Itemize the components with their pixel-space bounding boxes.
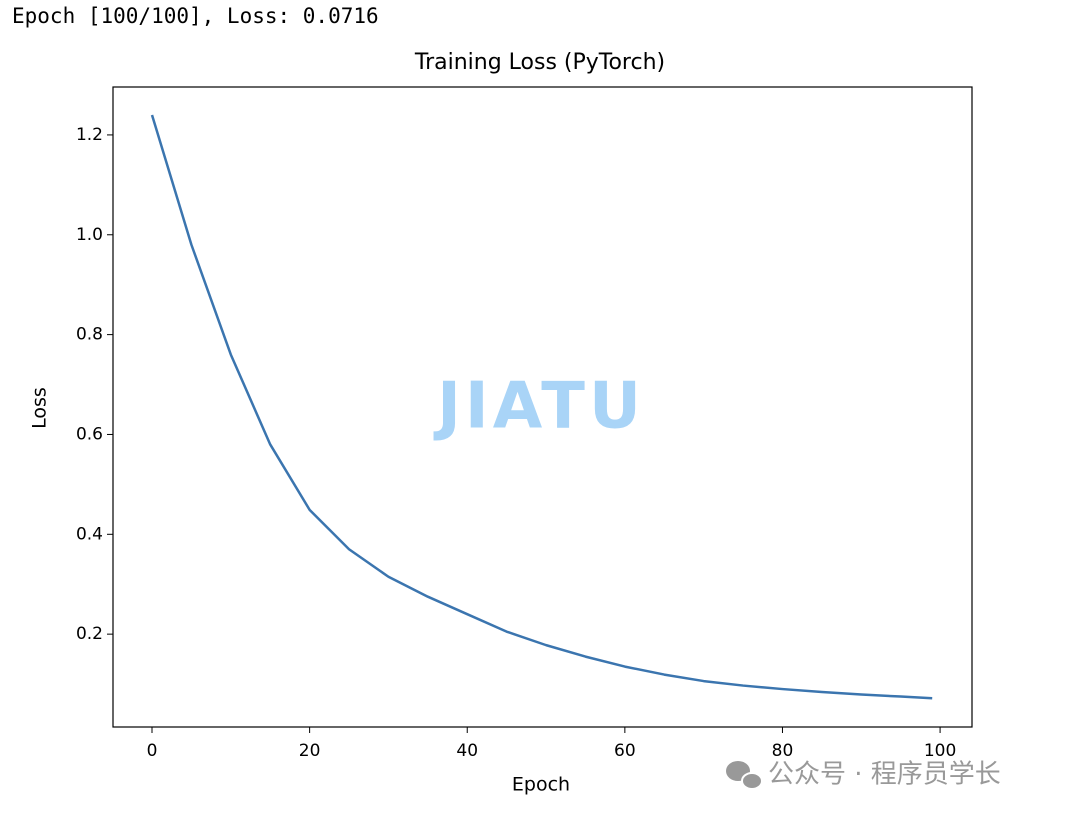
x-tick-label: 40	[456, 741, 478, 761]
x-tick-label: 100	[924, 741, 956, 761]
y-tick-label: 0.8	[76, 325, 103, 345]
x-tick-label: 20	[299, 741, 321, 761]
loss-line	[150, 114, 933, 700]
wechat-icon	[726, 761, 763, 790]
y-tick-label: 0.4	[76, 524, 103, 544]
y-tick-label: 0.6	[76, 424, 103, 444]
x-tick-label: 0	[147, 741, 158, 761]
plot-frame	[112, 86, 973, 728]
console-output: Epoch [100/100], Loss: 0.0716	[12, 4, 379, 28]
y-tick-label: 0.2	[76, 624, 103, 644]
y-tick-label: 1.0	[76, 225, 103, 245]
x-tick-label: 80	[772, 741, 794, 761]
x-axis-label: Epoch	[512, 774, 570, 796]
x-tick-label: 60	[614, 741, 636, 761]
footer-account: 公众号 · 程序员学长	[768, 760, 1001, 790]
watermark: JIATU	[433, 370, 645, 444]
y-tick-label: 1.2	[76, 125, 103, 145]
chart-title: Training Loss (PyTorch)	[414, 50, 665, 75]
y-axis-label: Loss	[29, 387, 51, 429]
